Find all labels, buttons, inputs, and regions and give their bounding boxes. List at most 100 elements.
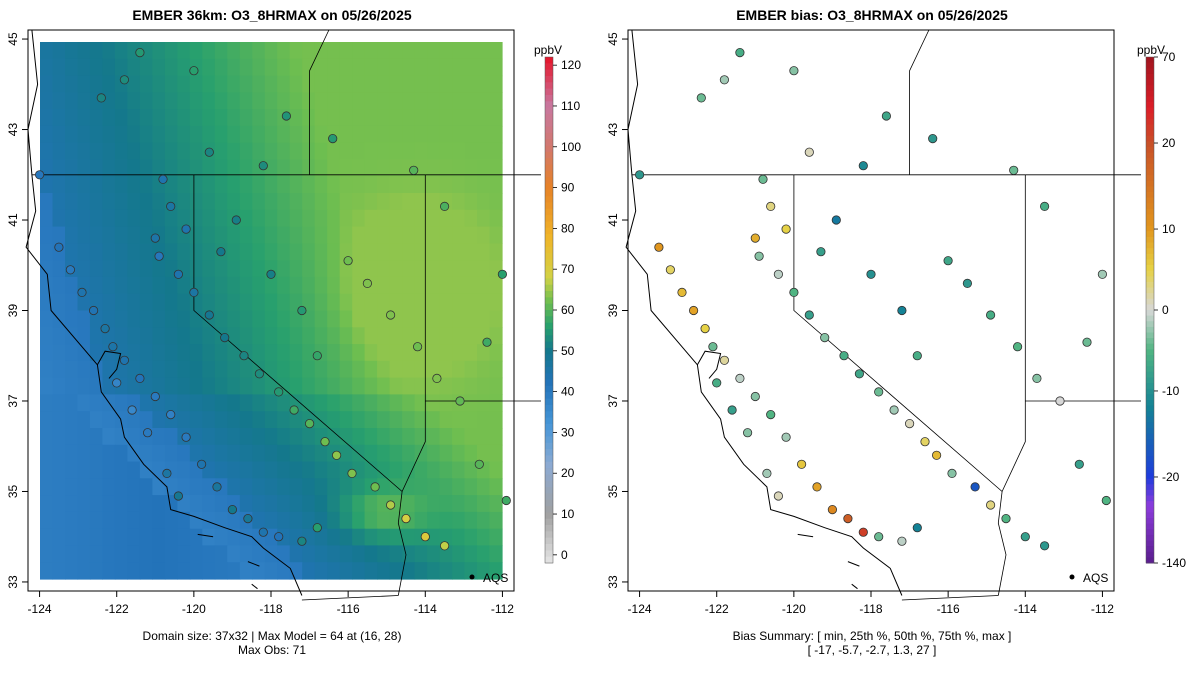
station-point [439, 201, 450, 211]
heatmap-cell [65, 92, 79, 110]
heatmap-cell [402, 344, 416, 362]
heatmap-cell [252, 125, 266, 144]
heatmap-cell [402, 411, 416, 429]
colorbar-segment [545, 354, 553, 362]
heatmap-cell [427, 109, 441, 127]
heatmap-cell [264, 310, 278, 328]
heatmap-cell [489, 42, 503, 60]
colorbar-segment [545, 303, 553, 311]
heatmap-cell [227, 159, 241, 177]
heatmap-cell [252, 310, 266, 328]
heatmap-cell [264, 293, 278, 312]
colorbar-segment [545, 126, 553, 134]
heatmap-cell [264, 511, 278, 530]
heatmap-cell [427, 125, 441, 144]
station-point [1101, 495, 1111, 506]
heatmap-cell [127, 444, 141, 463]
heatmap-cell [127, 562, 141, 580]
heatmap-cell [252, 276, 266, 295]
heatmap-cell [214, 394, 228, 412]
heatmap-cell [177, 444, 191, 463]
heatmap-cell [364, 142, 378, 161]
heatmap-cell [264, 411, 278, 429]
heatmap-cell [77, 495, 91, 513]
colorbar-segment [545, 474, 553, 482]
heatmap-cell [164, 75, 178, 93]
heatmap-cell [89, 193, 103, 211]
heatmap-cell [139, 545, 153, 563]
heatmap-cell [239, 42, 253, 60]
heatmap-cell [127, 159, 141, 177]
heatmap-cell [414, 226, 428, 244]
heatmap-cell [65, 209, 79, 228]
heatmap-cell [177, 176, 191, 194]
heatmap-cell [452, 545, 466, 563]
heatmap-cell [439, 276, 453, 295]
heatmap-cell [152, 495, 166, 513]
heatmap-cell [352, 310, 366, 328]
heatmap-cell [327, 411, 341, 429]
colorbar-segment [1146, 332, 1154, 339]
heatmap-cell [52, 444, 66, 463]
heatmap-cell [127, 310, 141, 328]
heatmap-cell [364, 327, 378, 345]
heatmap-cell [102, 193, 116, 211]
heatmap-cell [102, 58, 116, 77]
heatmap-cell [164, 511, 178, 530]
station-point [127, 405, 137, 415]
station-point [77, 287, 87, 297]
heatmap-cell [414, 75, 428, 93]
heatmap-cell [452, 109, 466, 127]
heatmap-cell [177, 461, 191, 479]
heatmap-cell [452, 293, 466, 312]
heatmap-cell [102, 276, 116, 295]
heatmap-cell [389, 226, 403, 244]
heatmap-cell [302, 75, 316, 93]
heatmap-cell [214, 109, 228, 127]
heatmap-cell [164, 276, 178, 295]
colorbar-segment [545, 132, 553, 140]
heatmap-cell [77, 58, 91, 77]
heatmap-cell [152, 444, 166, 463]
station-point [189, 287, 199, 297]
heatmap-cell [364, 428, 378, 446]
heatmap-cell [489, 243, 503, 261]
heatmap-cell [464, 58, 478, 77]
heatmap-cell [364, 495, 378, 513]
station-point [634, 170, 645, 180]
heatmap-cell [364, 226, 378, 244]
colorbar-segment [1146, 113, 1154, 120]
heatmap-cell [377, 260, 391, 278]
colorbar-segment [1146, 270, 1154, 277]
station-point [197, 459, 207, 469]
heatmap-cell [402, 176, 416, 194]
heatmap-cell [89, 428, 103, 446]
heatmap-cell [102, 545, 116, 563]
colorbar-segment [1146, 512, 1154, 519]
heatmap-cell [352, 75, 366, 93]
heatmap-cell [339, 444, 353, 463]
heatmap-cell [177, 276, 191, 295]
heatmap-cell [77, 226, 91, 244]
island-outline [851, 583, 858, 590]
station-point [497, 269, 507, 279]
heatmap-cell [302, 92, 316, 110]
heatmap-cell [77, 176, 91, 194]
colorbar-segment [1146, 203, 1154, 210]
station-point [758, 174, 768, 184]
heatmap-cell [102, 461, 116, 479]
heatmap-cell [164, 444, 178, 463]
heatmap-cell [477, 310, 491, 328]
station-point [812, 482, 822, 492]
heatmap-cell [364, 109, 378, 127]
station-point [231, 215, 241, 225]
heatmap-cell [227, 545, 241, 563]
station-point [501, 495, 511, 506]
heatmap-cell [439, 226, 453, 244]
heatmap-cell [327, 360, 341, 379]
heatmap-cell [314, 109, 328, 127]
colorbar-segment [545, 227, 553, 235]
heatmap-cell [464, 360, 478, 379]
station-point [719, 355, 730, 365]
heatmap-cell [65, 444, 79, 463]
